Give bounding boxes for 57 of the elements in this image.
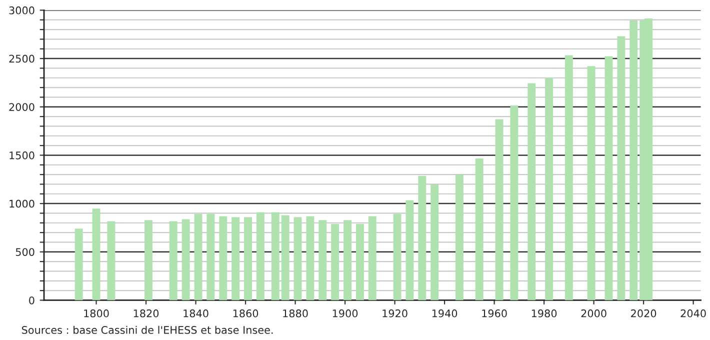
bar [232, 217, 240, 300]
bar [281, 215, 290, 300]
bar [418, 176, 426, 300]
y-tick-label: 3000 [9, 6, 34, 14]
bar [368, 216, 376, 300]
bar [475, 158, 484, 300]
x-tick-label: 1880 [283, 309, 308, 318]
bar [617, 36, 626, 300]
bar [545, 78, 553, 300]
source-note: Sources : base Cassini de l'EHESS et base Insee. [22, 326, 273, 334]
y-tick-label: 1500 [10, 151, 34, 160]
x-tick-label: 1900 [332, 309, 358, 318]
bar [306, 216, 314, 300]
bar [74, 228, 83, 300]
x-tick-label: 1800 [84, 309, 109, 318]
x-tick-label: 2040 [680, 309, 706, 318]
bar [92, 208, 100, 300]
y-tick-label: 1000 [10, 200, 34, 208]
y-tick-label: 500 [16, 248, 34, 256]
bar [182, 219, 190, 300]
x-tick-label: 1940 [432, 309, 458, 318]
bar [294, 217, 302, 300]
bar [356, 224, 364, 300]
bar [455, 174, 464, 300]
bar [318, 220, 327, 300]
bar [393, 214, 402, 300]
y-tick-label: 2500 [9, 54, 34, 63]
bar [510, 106, 518, 300]
bar [430, 184, 439, 300]
bar [528, 83, 536, 300]
bar [107, 221, 116, 300]
bar [256, 212, 264, 300]
x-tick-label: 1860 [233, 309, 258, 318]
y-tick-label: 2000 [9, 103, 34, 111]
y-tick-label: 0 [29, 296, 34, 304]
bar [169, 221, 178, 300]
bar [271, 212, 280, 300]
x-tick-label: 2000 [581, 309, 606, 318]
bar [344, 220, 352, 300]
bar [630, 20, 638, 300]
bar [564, 55, 573, 300]
x-tick-label: 1840 [184, 309, 208, 318]
bar [406, 200, 414, 300]
x-tick-label: 1820 [134, 309, 159, 318]
bar [194, 214, 202, 300]
bar [495, 119, 504, 300]
x-tick-label: 1920 [382, 309, 408, 318]
bar [587, 66, 596, 300]
bar [144, 220, 152, 300]
bar [331, 224, 340, 300]
x-tick-label: 1960 [482, 309, 507, 318]
bar [206, 214, 215, 300]
x-tick-label: 2020 [631, 309, 656, 318]
bar [604, 56, 613, 300]
bar [219, 216, 228, 300]
bar [244, 217, 252, 300]
x-tick-label: 1980 [532, 309, 557, 318]
